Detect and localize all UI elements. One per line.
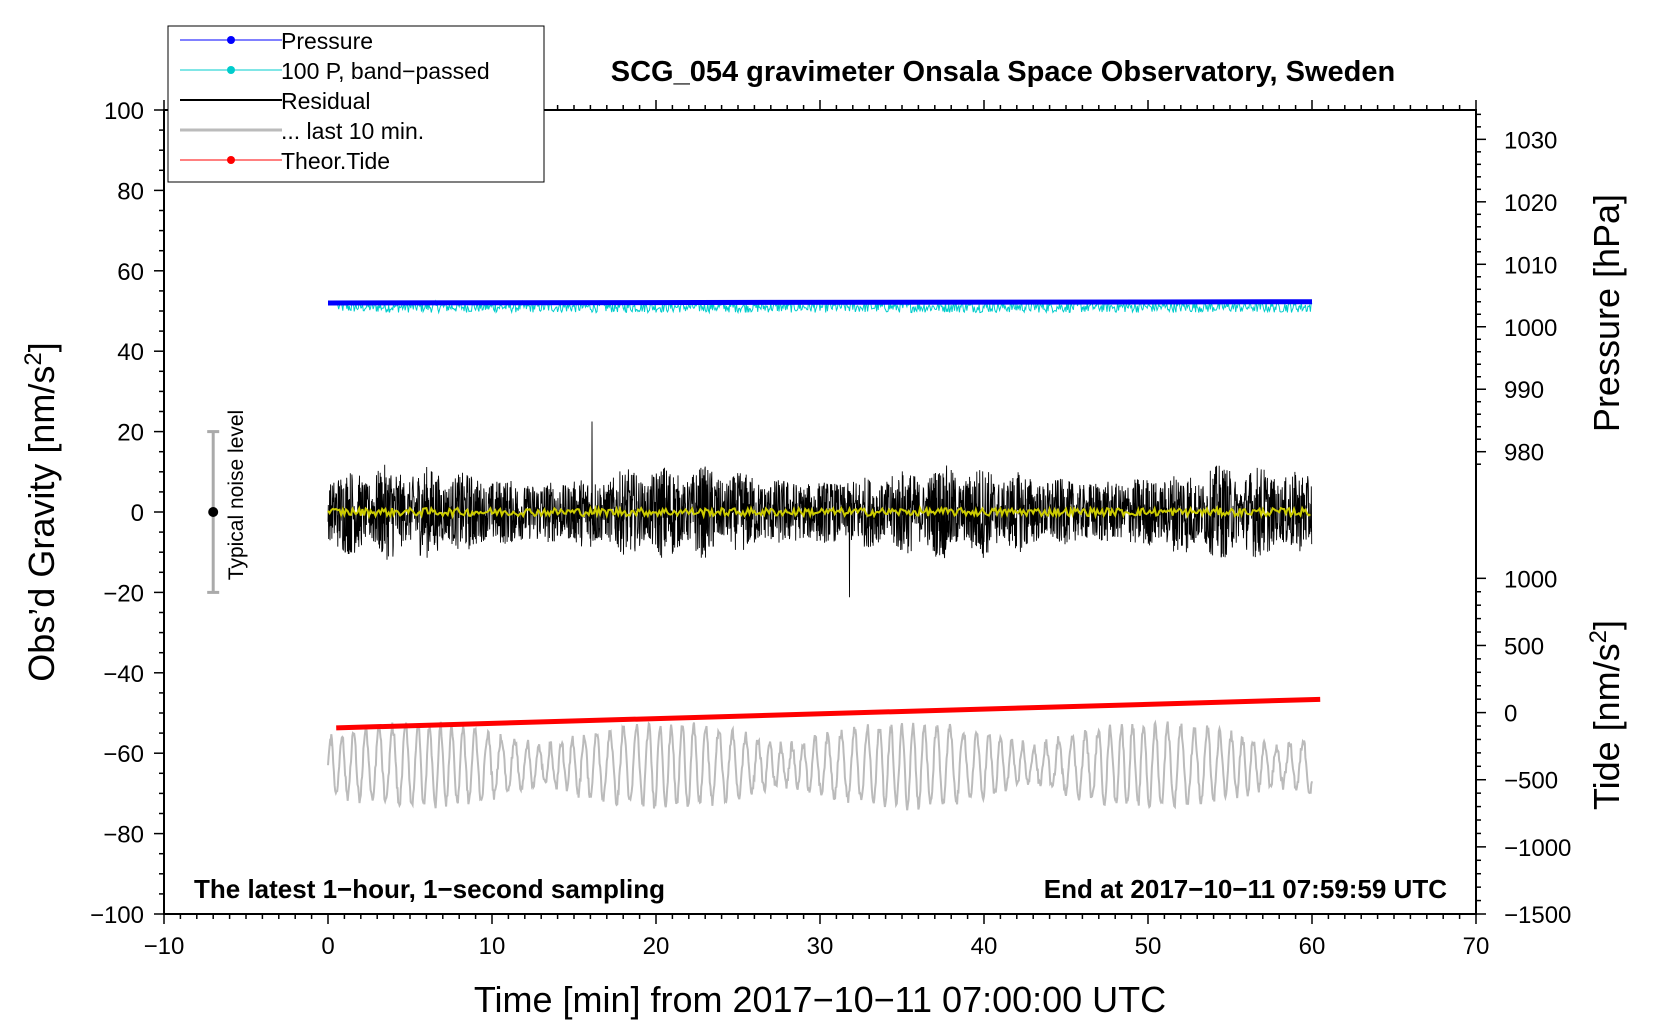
x-tick-label: 10 <box>479 933 506 960</box>
legend-marker-tide <box>227 156 235 164</box>
y-tick-label: 20 <box>117 420 144 447</box>
legend-label-pressure: Pressure <box>281 28 373 54</box>
x-tick-label: 50 <box>1135 933 1162 960</box>
y-tick-label: 100 <box>104 98 144 125</box>
annotation-end-time: End at 2017−10−11 07:59:59 UTC <box>1044 874 1447 904</box>
legend: Pressure 100 P, band−passed Residual ...… <box>167 25 545 183</box>
y-tick-label: 40 <box>117 339 144 366</box>
legend-box <box>167 25 545 183</box>
x-tick-label: 70 <box>1463 933 1490 960</box>
legend-label-residual: Residual <box>281 88 371 114</box>
tide-tick-label: −1500 <box>1504 902 1571 929</box>
x-tick-label: 40 <box>971 933 998 960</box>
pressure-tick-label: 1010 <box>1504 252 1557 279</box>
x-tick-label: 60 <box>1299 933 1326 960</box>
y-tick-label: −60 <box>103 741 144 768</box>
legend-marker-bandpassed <box>227 66 235 74</box>
series-layer <box>327 299 1321 811</box>
series-pressure <box>327 299 1313 306</box>
legend-entry-last10: ... last 10 min. <box>180 118 424 144</box>
series-last-10-min <box>327 719 1313 811</box>
y-tick-label: −80 <box>103 822 144 849</box>
x-tick-label: 20 <box>643 933 670 960</box>
series-theoretical-tide <box>336 696 1321 731</box>
y-tick-label: −20 <box>103 580 144 607</box>
y-tick-label: −100 <box>90 902 144 929</box>
pressure-tick-label: 1000 <box>1504 315 1557 342</box>
legend-entry-bandpassed: 100 P, band−passed <box>180 58 490 84</box>
y-tick-label: 60 <box>117 259 144 286</box>
legend-label-last10: ... last 10 min. <box>281 118 424 144</box>
y-axis-label-tide: Tide [nm/s2] <box>1585 620 1628 810</box>
pressure-tick-label: 1020 <box>1504 190 1557 217</box>
pressure-tick-label: 1030 <box>1504 127 1557 154</box>
series-residual <box>327 421 1313 598</box>
y-axis-label-left: Obs’d Gravity [nm/s2] <box>20 342 63 681</box>
y-tick-label: 0 <box>131 500 144 527</box>
x-tick-label: 0 <box>321 933 334 960</box>
chart-title: SCG_054 gravimeter Onsala Space Observat… <box>611 56 1395 88</box>
tide-tick-label: 1000 <box>1504 566 1557 593</box>
x-tick-label: −10 <box>144 933 185 960</box>
series-residual-smoothed <box>327 504 1311 520</box>
tide-tick-label: −1000 <box>1504 835 1571 862</box>
tide-tick-label: 500 <box>1504 633 1544 660</box>
noise-level-indicator: Typical noise level <box>207 410 248 594</box>
x-tick-label: 30 <box>807 933 834 960</box>
y-axis-label-pressure: Pressure [hPa] <box>1586 194 1627 432</box>
annotation-sampling: The latest 1−hour, 1−second sampling <box>194 874 665 904</box>
pressure-tick-label: 990 <box>1504 377 1544 404</box>
tide-tick-label: −500 <box>1504 768 1558 795</box>
noise-level-center-dot <box>208 507 219 517</box>
legend-entry-residual: Residual <box>180 88 371 114</box>
legend-entry-pressure: Pressure <box>180 28 373 54</box>
tide-tick-label: 0 <box>1504 701 1517 728</box>
y-tick-label: 80 <box>117 178 144 205</box>
noise-level-label: Typical noise level <box>225 410 248 580</box>
legend-entry-tide: Theor.Tide <box>180 148 390 174</box>
legend-marker-pressure <box>227 36 235 44</box>
tick-layer: −10 0 10 20 30 40 50 60 70−100−80−60−40−20020406… <box>90 98 1571 960</box>
legend-label-tide: Theor.Tide <box>281 148 390 174</box>
legend-label-bandpassed: 100 P, band−passed <box>281 58 490 84</box>
y-tick-label: −40 <box>103 661 144 688</box>
pressure-tick-label: 980 <box>1504 440 1544 467</box>
x-axis-label: Time [min] from 2017−10−11 07:00:00 UTC <box>474 979 1166 1020</box>
